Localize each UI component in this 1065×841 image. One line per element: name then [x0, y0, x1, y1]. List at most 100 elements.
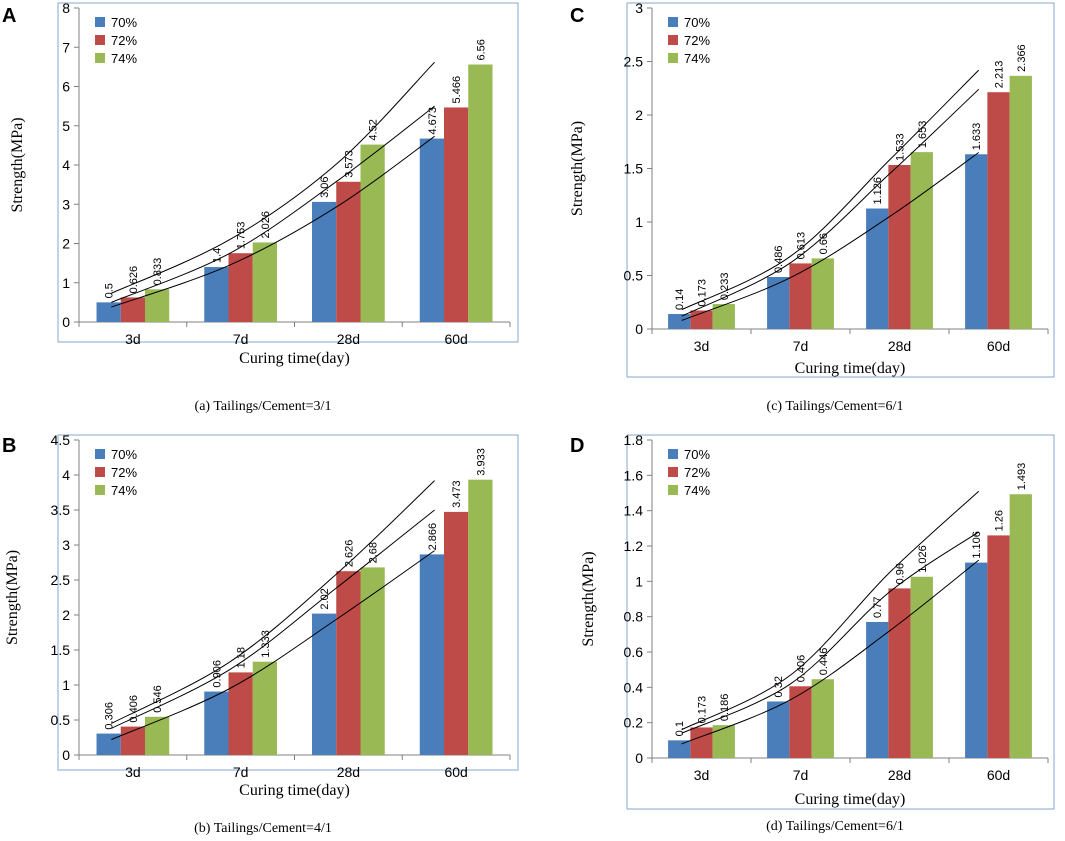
data-label: 0.186 [719, 694, 731, 722]
legend-label: 72% [684, 33, 710, 48]
x-tick-label: 3d [125, 764, 141, 780]
y-tick-label: 0.8 [624, 609, 644, 625]
x-tick-label: 3d [694, 767, 710, 783]
data-label: 1.26 [994, 510, 1006, 531]
bar-70pct-3d [668, 740, 691, 758]
y-tick-label: 1.8 [624, 432, 644, 448]
bar-70pct-7d [767, 276, 790, 329]
legend-swatch [95, 485, 105, 495]
legend-swatch [668, 467, 678, 477]
panel-letter: A [2, 5, 16, 27]
y-tick-label: 8 [62, 0, 70, 16]
y-tick-label: 0.5 [624, 268, 644, 284]
data-label: 1.633 [971, 123, 983, 151]
panel-caption: (b) Tailings/Cement=4/1 [194, 821, 332, 836]
panel-letter: C [570, 5, 584, 27]
x-tick-label: 28d [888, 767, 911, 783]
panel-letter: B [2, 435, 16, 457]
data-label: 0.173 [697, 696, 709, 724]
bar-72pct-28d [888, 164, 911, 329]
bar-74pct-60d [468, 479, 493, 755]
bar-70pct-28d [866, 208, 889, 329]
legend-label: 74% [111, 51, 137, 66]
legend-label: 70% [684, 15, 710, 30]
trendline-72pct [681, 531, 979, 734]
data-label: 4.52 [368, 119, 380, 140]
x-tick-label: 7d [793, 767, 809, 783]
data-label: 2.026 [260, 211, 272, 239]
bar-72pct-3d [120, 297, 145, 322]
bar-72pct-7d [228, 672, 253, 755]
legend-label: 70% [111, 447, 137, 462]
data-label: 2.213 [994, 61, 1006, 89]
x-axis-title: Curing time(day) [239, 782, 350, 799]
y-axis-title: Strength(MPa) [4, 550, 21, 645]
y-tick-label: 1.5 [51, 642, 71, 658]
bar-72pct-7d [228, 253, 253, 322]
bar-72pct-28d [336, 571, 361, 755]
legend-swatch [668, 485, 678, 495]
y-axis-title: Strength(MPa) [9, 117, 26, 212]
data-label: 4.673 [427, 107, 439, 135]
y-tick-label: 0 [635, 750, 643, 766]
y-tick-label: 1 [62, 677, 70, 693]
legend-label: 72% [111, 465, 137, 480]
data-label: 0.5 [104, 283, 116, 298]
x-tick-label: 3d [125, 331, 141, 347]
y-tick-label: 0.6 [624, 644, 644, 660]
x-tick-label: 28d [337, 331, 360, 347]
bar-72pct-60d [444, 107, 469, 322]
y-axis-title: Strength(MPa) [580, 551, 597, 646]
data-label: 0.306 [104, 702, 116, 730]
x-tick-label: 60d [444, 764, 467, 780]
data-label: 1.18 [236, 647, 248, 668]
y-tick-label: 0.4 [624, 679, 644, 695]
y-tick-label: 0.5 [51, 712, 71, 728]
panel-caption: (c) Tailings/Cement=6/1 [767, 399, 904, 414]
legend-swatch [95, 467, 105, 477]
data-label: 2.866 [427, 523, 439, 551]
data-label: 0.626 [128, 266, 140, 294]
y-tick-label: 2.5 [51, 572, 71, 588]
data-label: 0.406 [128, 695, 140, 723]
data-label: 6.56 [475, 39, 487, 60]
data-label: 0.446 [818, 648, 830, 676]
bar-74pct-3d [712, 725, 735, 758]
trendline-74pct [111, 61, 435, 294]
data-label: 1.493 [1016, 463, 1028, 491]
panel-caption: (d) Tailings/Cement=6/1 [766, 819, 904, 834]
y-tick-label: 1.5 [624, 161, 644, 177]
data-label: 1.653 [917, 121, 929, 149]
data-label: 2.626 [343, 540, 355, 568]
bar-70pct-3d [96, 733, 121, 755]
data-label: 0.66 [818, 233, 830, 254]
legend-label: 72% [684, 465, 710, 480]
data-label: 2.68 [368, 542, 380, 563]
x-tick-label: 60d [444, 331, 467, 347]
bar-70pct-7d [204, 691, 229, 755]
legend-swatch [95, 449, 105, 459]
bar-70pct-60d [965, 154, 988, 329]
trendline-70pct [681, 559, 980, 745]
bar-74pct-7d [811, 258, 834, 329]
data-label: 1.533 [895, 133, 907, 161]
data-label: 3.573 [343, 150, 355, 178]
legend-label: 74% [684, 51, 710, 66]
data-label: 3.473 [451, 480, 463, 508]
x-axis-title: Curing time(day) [239, 350, 350, 367]
y-tick-label: 0 [635, 321, 643, 337]
legend-swatch [668, 53, 678, 63]
bar-74pct-7d [252, 661, 277, 755]
data-label: 3.933 [475, 448, 487, 476]
y-tick-label: 1.4 [624, 503, 644, 519]
bar-72pct-60d [444, 511, 469, 755]
data-label: 1.126 [872, 177, 884, 205]
bar-74pct-3d [712, 304, 735, 329]
x-tick-label: 60d [987, 338, 1010, 354]
data-label: 1.106 [971, 531, 983, 559]
y-tick-label: 1 [635, 573, 643, 589]
bar-72pct-7d [789, 686, 812, 758]
data-label: 1.4 [211, 248, 223, 263]
bar-72pct-28d [888, 588, 911, 758]
